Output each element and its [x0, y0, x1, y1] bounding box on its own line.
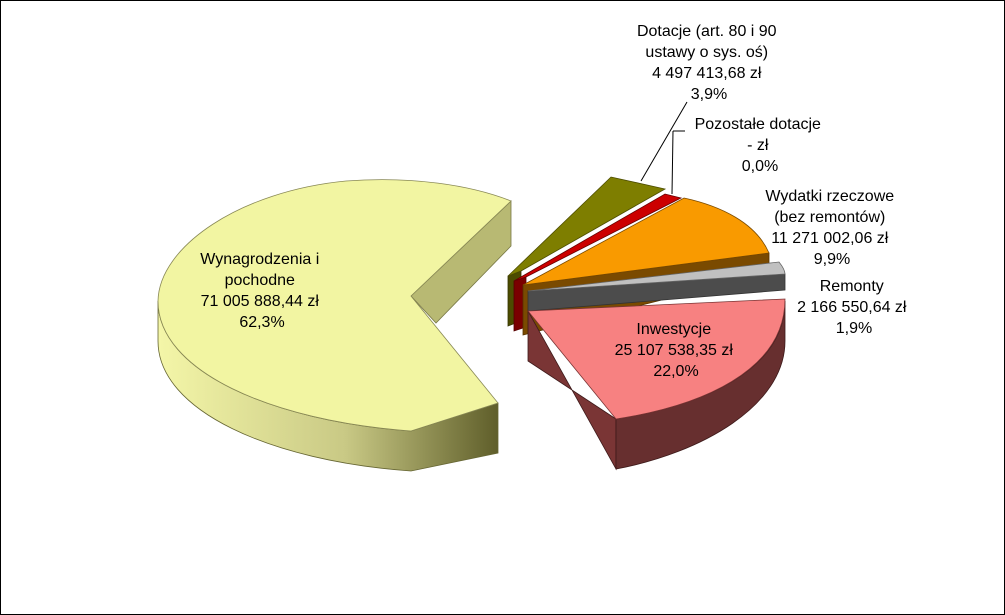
data-label-dotacje-line: Dotacje (art. 80 i 90	[637, 23, 777, 40]
data-label-inwestycje-line: 22,0%	[653, 363, 698, 380]
data-label-remonty-line: 1,9%	[836, 320, 872, 337]
data-label-remonty: Remonty 2 166 550,64 zł 1,9%	[797, 278, 911, 337]
data-label-wynagrodzenia-line: pochodne	[225, 272, 295, 289]
data-label-wynagrodzenia: Wynagrodzenia i pochodne 71 005 888,44 z…	[200, 251, 323, 331]
pie-slice-inwestycje	[527, 298, 786, 471]
pie-slice-wynagrodzenia-top	[157, 179, 512, 432]
data-label-wynagrodzenia-line: 62,3%	[239, 314, 284, 331]
data-label-pozostale-line: - zł	[747, 137, 769, 154]
data-label-wydatki-line: 11 271 002,06 zł	[771, 230, 889, 247]
data-label-inwestycje-line: 25 107 538,35 zł	[615, 342, 734, 359]
data-label-pozostale: Pozostałe dotacje - zł 0,0%	[695, 116, 826, 175]
data-label-dotacje-line: 4 497 413,68 zł	[652, 65, 762, 82]
data-label-dotacje-line: ustawy o sys. oś)	[645, 44, 768, 61]
pie-slice-wynagrodzenia	[157, 179, 512, 472]
data-label-inwestycje: Inwestycje 25 107 538,35 zł 22,0%	[615, 321, 738, 380]
data-label-dotacje-line: 3,9%	[691, 86, 727, 103]
data-labels: Wynagrodzenia i pochodne 71 005 888,44 z…	[200, 23, 911, 380]
leader-line-dotacje	[640, 101, 688, 182]
data-label-wynagrodzenia-line: 71 005 888,44 zł	[201, 293, 320, 310]
data-label-remonty-line: 2 166 550,64 zł	[797, 299, 907, 316]
leader-line-pozostale	[671, 130, 674, 195]
data-label-dotacje: Dotacje (art. 80 i 90 ustawy o sys. oś) …	[637, 23, 781, 103]
data-label-wydatki-line: (bez remontów)	[774, 209, 885, 226]
pie-slice-remonty	[527, 261, 786, 312]
data-label-pozostale-line: Pozostałe dotacje	[695, 116, 821, 133]
pie-slice-inwestycje-top	[527, 298, 786, 420]
data-label-wydatki: Wydatki rzeczowe (bez remontów) 11 271 0…	[765, 188, 898, 268]
data-label-wydatki-line: Wydatki rzeczowe	[765, 188, 894, 205]
leader-lines	[640, 101, 688, 195]
data-label-remonty-line: Remonty	[820, 278, 884, 295]
data-label-pozostale-line: 0,0%	[742, 158, 778, 175]
data-label-wydatki-line: 9,9%	[814, 251, 850, 268]
data-label-wynagrodzenia-line: Wynagrodzenia i	[200, 251, 319, 268]
data-label-inwestycje-line: Inwestycje	[636, 321, 711, 338]
